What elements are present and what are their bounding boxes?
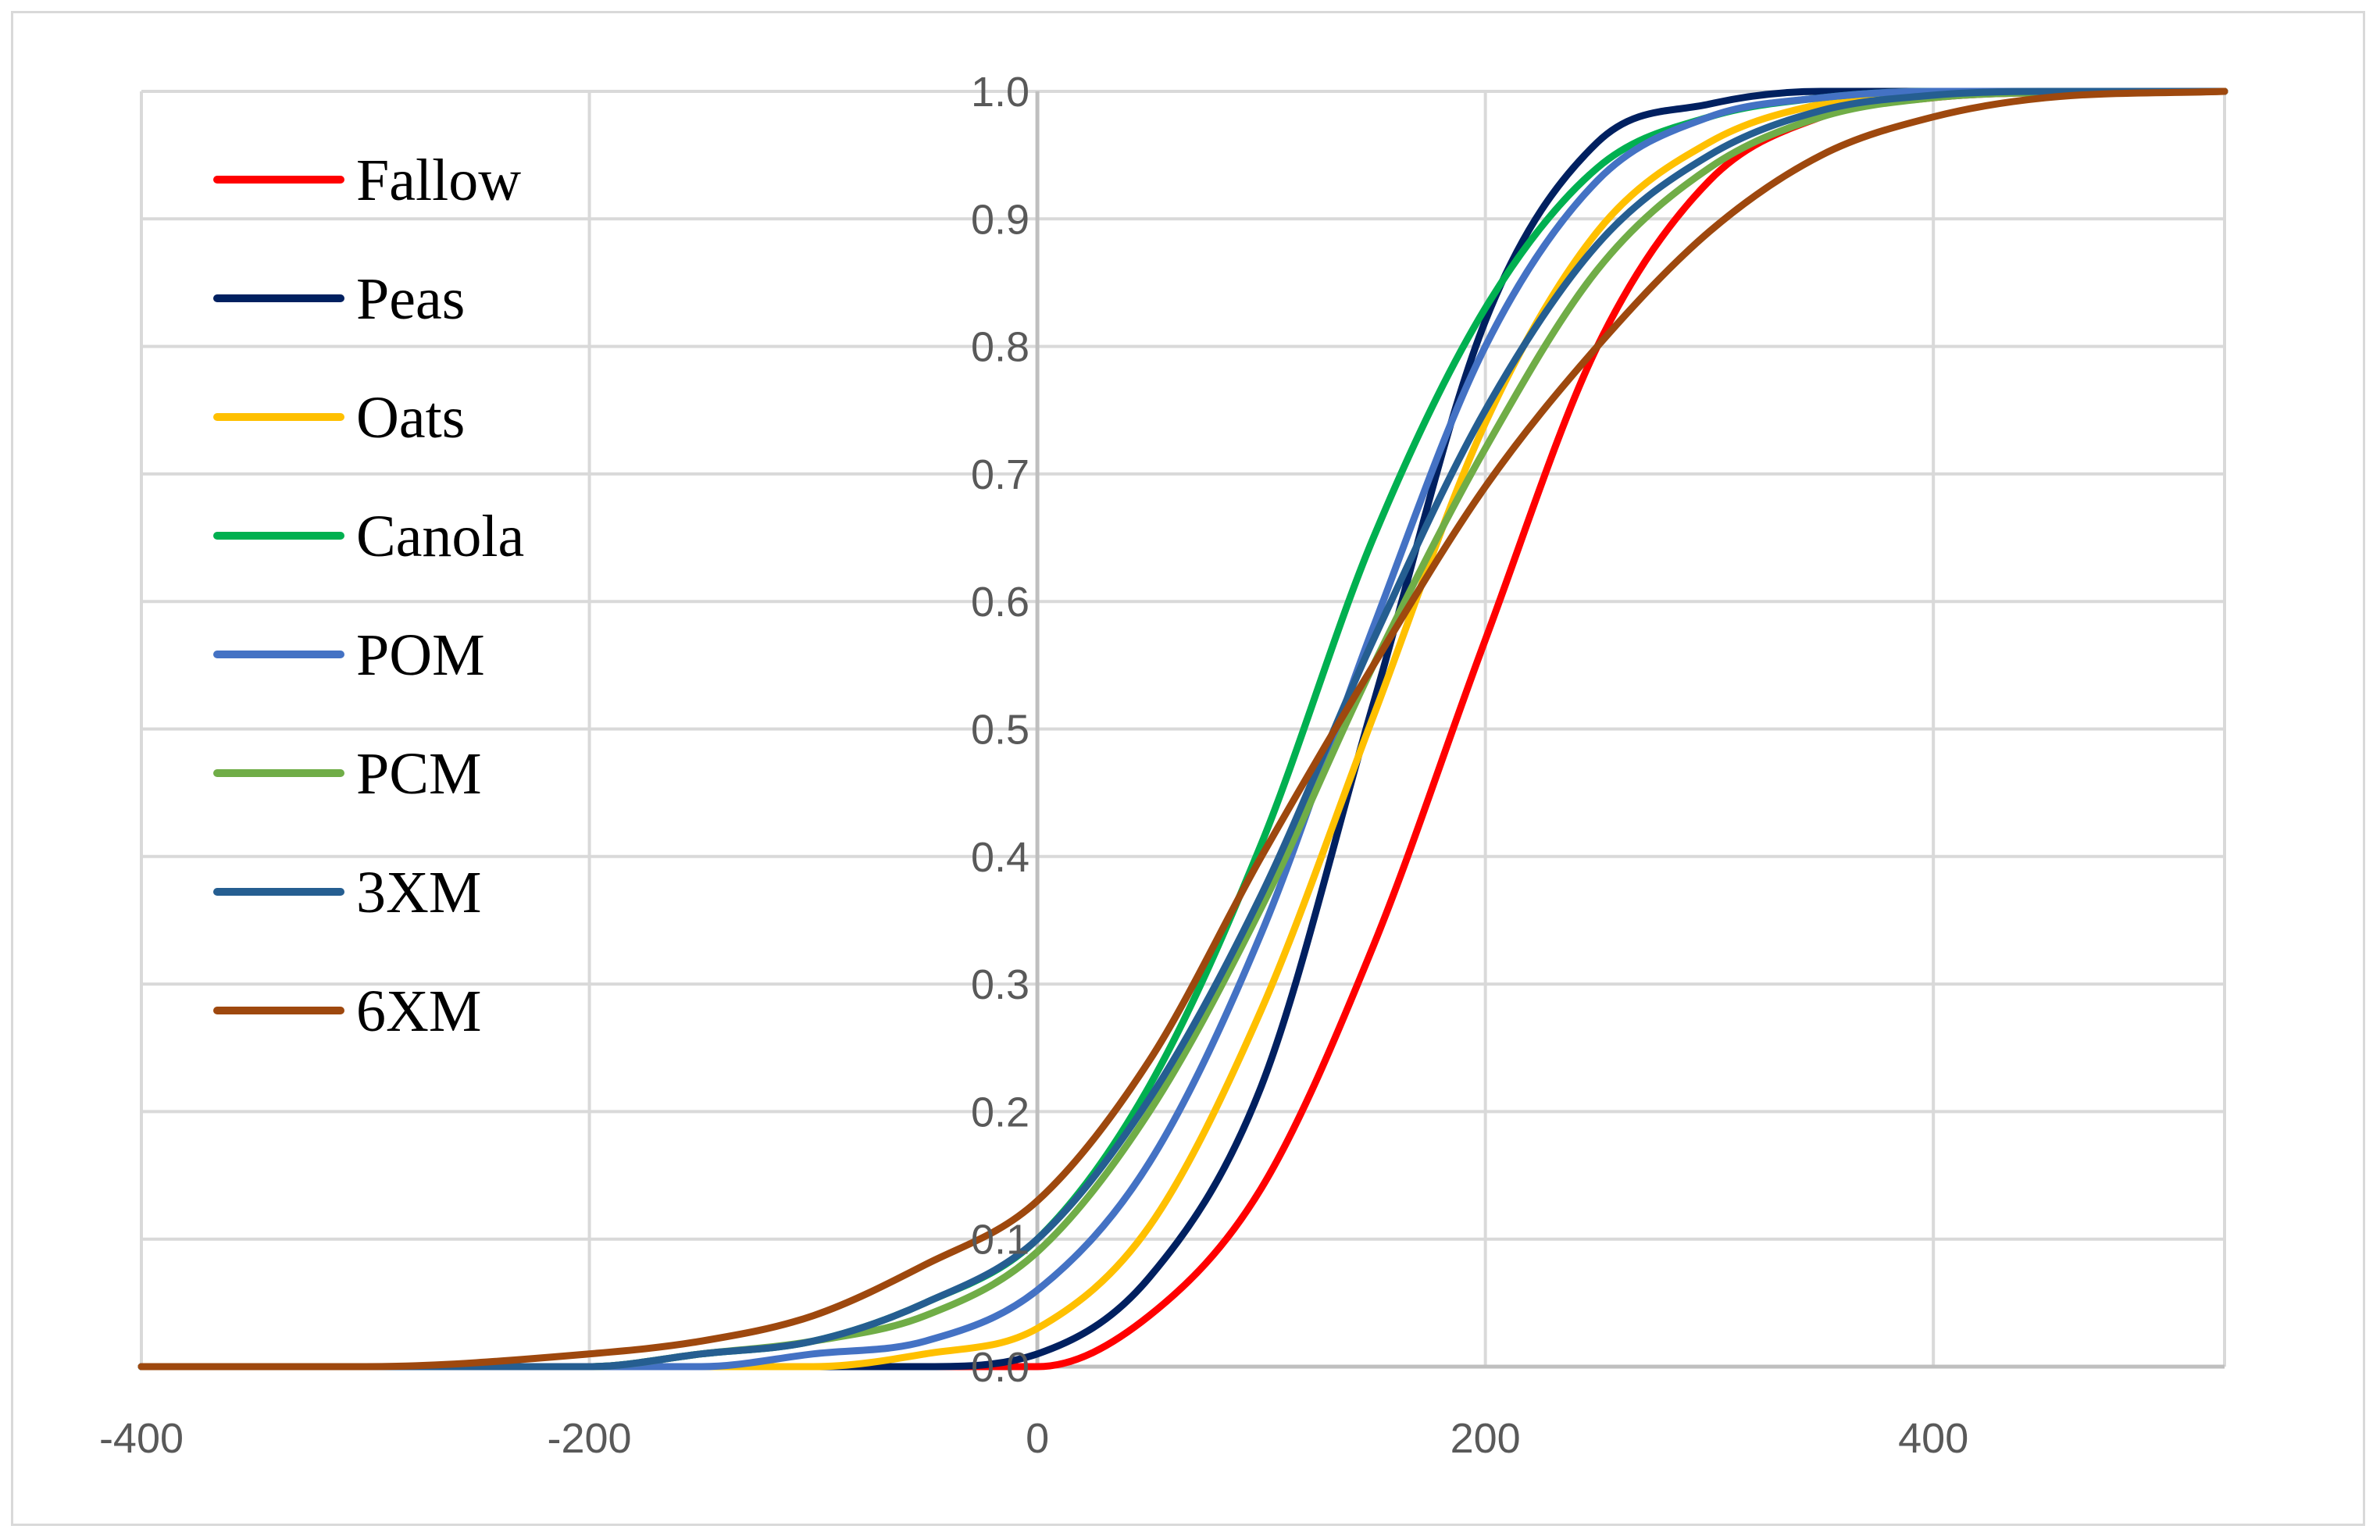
y-tick-label: 0.7 bbox=[971, 451, 1029, 498]
legend: Fallow Peas Oats Canola POM PCM 3XM 6XM bbox=[213, 148, 524, 1044]
x-tick-label: -400 bbox=[99, 1415, 184, 1462]
legend-label-oats: Oats bbox=[356, 385, 465, 451]
legend-label-pcm: PCM bbox=[356, 741, 482, 807]
y-tick-label: 0.8 bbox=[971, 324, 1029, 371]
y-tick-label: 0.1 bbox=[971, 1217, 1029, 1264]
y-tick-label: 0.4 bbox=[971, 834, 1029, 881]
y-tick-label: 1.0 bbox=[971, 69, 1029, 116]
y-tick-label: 0.6 bbox=[971, 579, 1029, 626]
legend-label-fallow: Fallow bbox=[356, 148, 521, 213]
legend-label-6xm: 6XM bbox=[356, 979, 481, 1044]
legend-label-pom: POM bbox=[356, 622, 485, 688]
tick-labels: 0.0 0.1 0.2 0.3 0.4 0.5 0.6 0.7 0.8 0.9 1.0 -400 -20… bbox=[99, 69, 1968, 1462]
x-tick-label: -200 bbox=[548, 1415, 632, 1462]
y-tick-label: 0.0 bbox=[971, 1344, 1029, 1391]
legend-label-canola: Canola bbox=[356, 504, 524, 569]
series-line-pom bbox=[137, 87, 2228, 1371]
legend-label-3xm: 3XM bbox=[356, 860, 481, 925]
x-tick-label: 0 bbox=[1026, 1415, 1049, 1462]
y-tick-label: 0.9 bbox=[971, 196, 1029, 243]
series-line-3xm bbox=[137, 87, 2228, 1371]
y-tick-label: 0.3 bbox=[971, 961, 1029, 1008]
y-tick-label: 0.2 bbox=[971, 1089, 1029, 1135]
series-lines bbox=[137, 87, 2228, 1371]
x-tick-label: 200 bbox=[1450, 1415, 1521, 1462]
x-tick-label: 400 bbox=[1898, 1415, 1968, 1462]
series-line-6xm bbox=[137, 87, 2228, 1371]
legend-label-peas: Peas bbox=[356, 266, 465, 332]
chart-frame bbox=[11, 11, 2365, 1526]
y-tick-label: 0.5 bbox=[971, 707, 1029, 754]
